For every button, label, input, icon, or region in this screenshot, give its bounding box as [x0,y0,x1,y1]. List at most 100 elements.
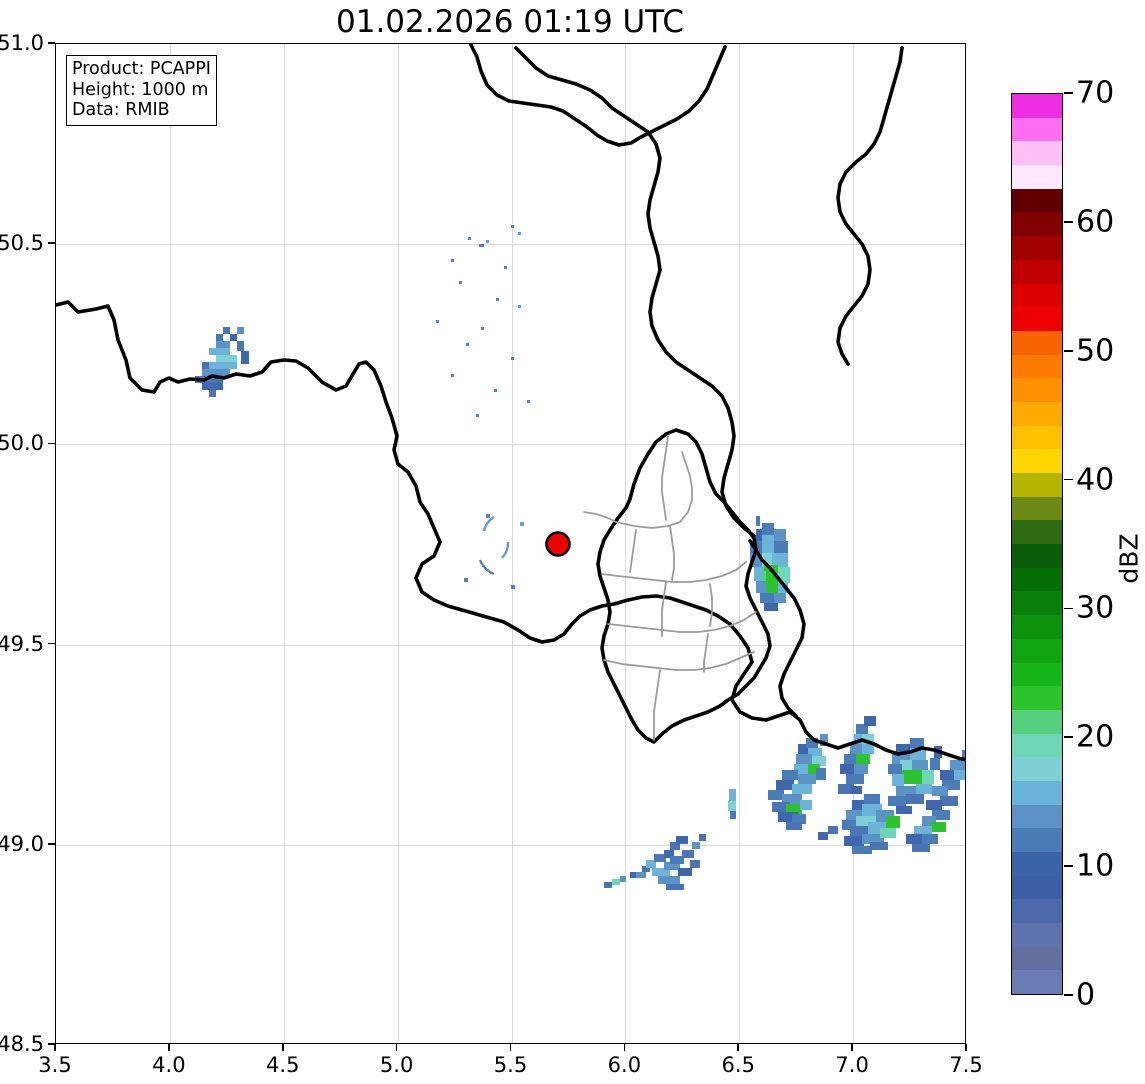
x-tick-mark [54,1044,56,1051]
x-axis-tick-label: 5.5 [493,1053,528,1077]
gridline-horizontal [56,244,965,246]
colorbar-tick-label: 20 [1076,719,1115,755]
y-axis-tick-label: 49.5 [0,631,44,656]
y-tick-mark [48,642,55,645]
gridline-vertical [169,44,171,1043]
colorbar-segment [1012,875,1062,900]
colorbar-title: dBZ [1114,533,1144,584]
echo-cell-border-small [728,789,736,819]
colorbar-segment [1012,212,1062,237]
colorbar-segment [1012,757,1062,781]
echo-cell-south-central [604,834,706,890]
x-tick-mark [851,1044,853,1051]
colorbar-tick-label: 50 [1076,333,1115,369]
colorbar-tick-mark [1064,736,1073,739]
colorbar-segment [1012,165,1062,189]
echo-cell-northwest [195,327,249,397]
colorbar-tick-mark [1064,607,1073,610]
colorbar-segment [1012,567,1062,592]
gridline-vertical [853,44,855,1043]
x-axis-tick-label: 7.5 [949,1053,983,1077]
colorbar-tick-mark [1064,92,1073,94]
radar-echoes [195,225,965,890]
x-tick-mark [168,1044,170,1051]
y-tick-mark [48,1043,55,1045]
colorbar-segment [1012,638,1062,663]
x-axis-tick-label: 6.5 [721,1053,755,1077]
colorbar-segment [1012,804,1062,829]
colorbar-tick-label: 40 [1076,462,1115,498]
colorbar-segment [1012,449,1062,473]
y-axis-tick-label: 48.5 [0,1032,44,1056]
colorbar-tick-mark [1064,478,1073,481]
info-box: Product: PCAPPI Height: 1000 m Data: RMI… [66,55,217,126]
colorbar-segment [1012,307,1062,331]
colorbar-segment [1012,259,1062,284]
echo-cell-southeast-c [888,738,942,814]
x-tick-mark [737,1044,740,1051]
colorbar-segment [1012,686,1062,710]
gridline-horizontal [56,444,965,446]
colorbar-segment [1012,236,1062,260]
x-axis-tick-label: 3.5 [38,1053,72,1077]
gridline-vertical [739,44,741,1043]
colorbar-tick-mark [1064,220,1073,223]
colorbar-tick-label: 70 [1076,75,1115,111]
x-axis-tick-label: 6.0 [607,1053,642,1077]
colorbar-segment [1012,899,1062,924]
colorbar-segment [1012,330,1062,355]
y-axis-tick-label: 51.0 [0,31,44,55]
gridline-vertical [397,44,399,1043]
gridline-horizontal [56,844,965,846]
radar-site-marker [545,531,571,557]
info-height-line: Height: 1000 m [72,79,209,100]
colorbar-segment [1012,615,1062,639]
colorbar-segment [1012,283,1062,308]
x-axis-tick-label: 5.0 [379,1053,414,1077]
echo-cell-southeast-e [818,794,900,854]
info-data-line: Data: RMIB [72,100,170,121]
x-axis-tick-label: 4.5 [266,1053,300,1077]
colorbar-tick-label: 0 [1076,977,1096,1013]
colorbar-tick-label: 10 [1076,848,1115,884]
gridline-vertical [283,44,285,1043]
colorbar-segment [1012,354,1062,379]
colorbar-segment [1012,970,1062,994]
x-axis-tick-label: 4.0 [152,1053,186,1077]
colorbar-segment [1012,473,1062,497]
gridline-horizontal [56,644,965,646]
colorbar-segment [1012,496,1062,521]
colorbar-segment [1012,520,1062,545]
gridline-vertical [625,44,627,1043]
echo-cell-near-radar [436,225,530,589]
colorbar-segment [1012,378,1062,402]
colorbar-tick-mark [1064,865,1073,868]
grid-layer [56,44,965,1043]
map-overlay [56,44,965,890]
x-axis-tick-label: 7.0 [835,1053,869,1077]
echo-cell-southeast-a [768,734,828,830]
x-tick-mark [395,1044,398,1051]
radar-map-plot: Product: PCAPPI Height: 1000 m Data: RMI… [55,43,966,1044]
gridline-vertical [511,44,513,1043]
x-tick-mark [623,1044,626,1051]
colorbar-segment [1012,117,1062,142]
internal-region-borders [583,435,757,741]
colorbar-tick-label: 30 [1076,590,1115,626]
y-tick-mark [48,242,55,244]
colorbar-segment [1012,923,1062,947]
info-product-line: Product: PCAPPI [72,59,211,79]
colorbar-segment [1012,828,1062,852]
colorbar-tick-mark [1064,994,1073,996]
x-tick-mark [281,1044,284,1051]
y-axis-tick-label: 50.0 [0,431,44,456]
y-tick-mark [48,843,55,845]
colorbar-segment [1012,401,1062,426]
country-borders [56,44,965,762]
echo-cell-east-core [750,516,790,611]
x-tick-mark [509,1044,512,1051]
colorbar [1011,93,1063,995]
colorbar-tick-label: 60 [1076,204,1115,240]
colorbar-segment [1012,709,1062,734]
colorbar-segment [1012,780,1062,805]
